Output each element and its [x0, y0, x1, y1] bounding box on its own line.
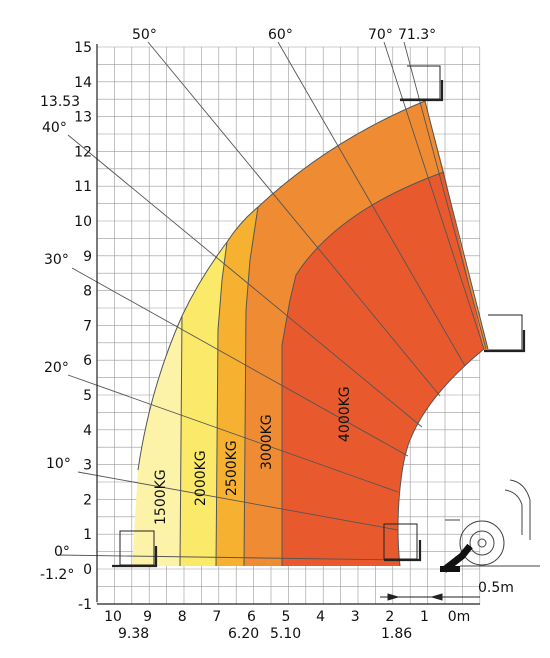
- zone-2000kg: [180, 242, 227, 566]
- zone-label-4000kg: 4000KG: [337, 386, 353, 442]
- y-tick-label: 3: [83, 458, 92, 474]
- y-tick-label: 15: [74, 40, 92, 56]
- y-special-label: 13.53: [40, 94, 80, 110]
- boom-pivot: [440, 566, 460, 572]
- y-tick-label: 13: [74, 110, 92, 126]
- x-tick-label: 10: [104, 609, 122, 625]
- y-tick-label: 0: [83, 562, 92, 578]
- zone-1500kg: [132, 316, 182, 566]
- y-tick-label: 5: [83, 388, 92, 404]
- y-tick-label: 1: [83, 527, 92, 543]
- angle-label: 50°: [132, 27, 157, 43]
- y-tick-label: 2: [83, 492, 92, 508]
- zone-4000kg: [282, 172, 484, 566]
- y-tick-label: 8: [83, 284, 92, 300]
- y-tick-label: 7: [83, 318, 92, 334]
- x-tick-label: 6: [247, 609, 256, 625]
- angle-label: 30°: [44, 252, 69, 268]
- angle-label: 71.3°: [398, 27, 436, 43]
- x-tick-label: 1: [420, 609, 429, 625]
- x-tick-label: 2: [385, 609, 394, 625]
- angle-label: 10°: [46, 456, 71, 472]
- zone-2500kg: [216, 207, 258, 566]
- zone-label-2000kg: 2000KG: [193, 450, 209, 506]
- angle-lines: [57, 41, 487, 561]
- zone-label-2500kg: 2500KG: [224, 440, 240, 496]
- y-tick-label: 11: [74, 179, 92, 195]
- axes: [96, 44, 480, 605]
- angle-label: 20°: [44, 360, 69, 376]
- angle-label: 40°: [42, 120, 67, 136]
- x-tick-label: 8: [178, 609, 187, 625]
- angle-label: 60°: [268, 27, 293, 43]
- zone-label-3000kg: 3000KG: [259, 414, 275, 470]
- scale-markers: [380, 593, 480, 601]
- y-tick-label: 10: [74, 214, 92, 230]
- scale-label: 0.5m: [478, 580, 514, 596]
- x-tick-label: 0m: [448, 609, 471, 625]
- load-zones: [132, 101, 488, 566]
- y-tick-label: 4: [83, 423, 92, 439]
- x-tick-label: 4: [316, 609, 325, 625]
- x-tick-label: 9: [143, 609, 152, 625]
- forks: [112, 65, 526, 568]
- x-special-label: 1.86: [381, 626, 412, 642]
- x-tick-label: 7: [212, 609, 221, 625]
- y-tick-label: 14: [74, 75, 92, 91]
- x-special-label: 5.10: [270, 626, 301, 642]
- y-tick-label: 9: [83, 249, 92, 265]
- machine-outline: [445, 479, 540, 567]
- zone-label-1500kg: 1500KG: [153, 469, 169, 525]
- x-tick-label: 3: [351, 609, 360, 625]
- x-special-label: 6.20: [228, 626, 259, 642]
- zone-3000kg: [244, 101, 444, 566]
- y-tick-label: 12: [74, 144, 92, 160]
- y-tick-label: 6: [83, 353, 92, 369]
- x-tick-label: 5: [282, 609, 291, 625]
- angle-label: 70°: [368, 27, 393, 43]
- y-special-label: -1.2°: [40, 567, 74, 583]
- boom-base: [441, 543, 473, 573]
- y-tick-label: -1: [78, 597, 92, 613]
- x-special-label: 9.38: [118, 626, 149, 642]
- angle-label: 0°: [54, 544, 70, 560]
